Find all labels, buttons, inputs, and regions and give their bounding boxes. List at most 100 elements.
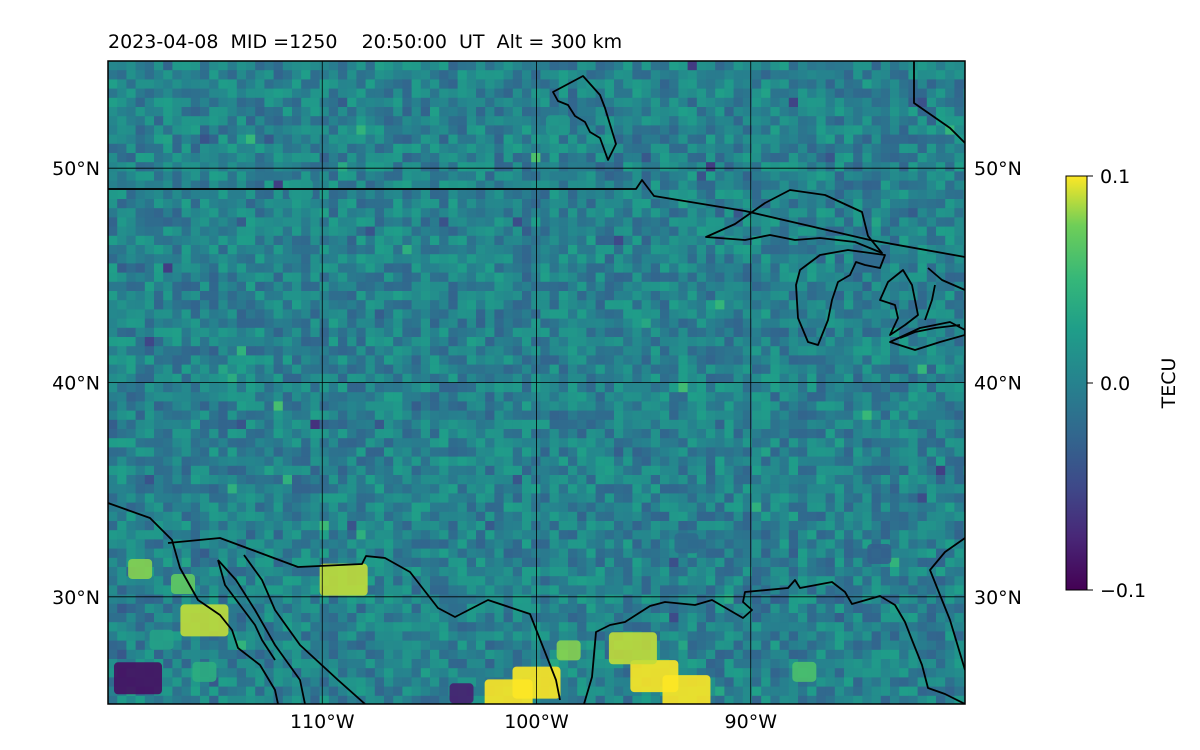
tec-pixel bbox=[108, 254, 118, 264]
tec-pixel bbox=[936, 254, 946, 264]
tec-pixel bbox=[816, 180, 826, 191]
tec-pixel bbox=[200, 107, 210, 117]
tec-pixel bbox=[117, 272, 127, 283]
tec-pixel bbox=[466, 291, 477, 301]
tec-pixel bbox=[190, 502, 201, 513]
tec-pixel bbox=[696, 254, 707, 264]
tec-pixel bbox=[669, 272, 679, 283]
tec-pixel bbox=[568, 217, 578, 227]
tec-pixel bbox=[264, 281, 274, 292]
tec-pixel bbox=[181, 245, 192, 255]
tec-pixel bbox=[595, 88, 606, 99]
tec-pixel bbox=[209, 245, 219, 255]
tec-pixel bbox=[954, 327, 964, 338]
tec-pixel bbox=[834, 392, 845, 402]
tec-pixel bbox=[623, 70, 633, 80]
tec-pixel bbox=[788, 162, 799, 172]
tec-pixel bbox=[853, 291, 863, 301]
tec-pixel bbox=[154, 116, 164, 126]
tec-pixel bbox=[190, 189, 201, 200]
tec-pixel bbox=[190, 97, 201, 108]
tec-pixel bbox=[788, 70, 799, 80]
tec-pixel bbox=[558, 199, 569, 209]
tec-pixel bbox=[623, 61, 633, 71]
tec-pixel bbox=[862, 318, 872, 329]
tec-pixel bbox=[954, 539, 964, 549]
tec-pixel bbox=[954, 373, 964, 384]
tec-pixel bbox=[503, 373, 514, 384]
tec-pixel bbox=[512, 493, 523, 503]
tec-pixel bbox=[282, 383, 293, 393]
tec-pixel bbox=[393, 327, 403, 338]
tec-pixel bbox=[384, 171, 394, 181]
tec-pixel bbox=[466, 107, 477, 117]
tec-pixel bbox=[899, 429, 909, 439]
tec-pixel bbox=[614, 484, 624, 494]
tec-pixel bbox=[494, 429, 504, 439]
tec-pixel bbox=[365, 383, 376, 393]
tec-pixel bbox=[568, 153, 578, 163]
tec-pixel bbox=[117, 300, 127, 310]
tec-pixel bbox=[255, 61, 265, 71]
tec-pixel bbox=[632, 272, 642, 283]
tec-pixel bbox=[209, 189, 219, 200]
tec-pixel bbox=[669, 438, 679, 448]
tec-pixel bbox=[494, 539, 504, 549]
tec-pixel bbox=[117, 419, 127, 430]
tec-pixel bbox=[402, 300, 412, 310]
tec-pixel bbox=[558, 235, 569, 246]
tec-pixel bbox=[466, 521, 477, 531]
tec-pixel bbox=[227, 143, 238, 154]
tec-pixel bbox=[430, 116, 440, 126]
tec-pixel bbox=[200, 97, 210, 108]
tec-pixel bbox=[568, 456, 578, 467]
tec-pixel bbox=[338, 245, 348, 255]
tec-pixel bbox=[798, 309, 808, 319]
tec-pixel bbox=[770, 502, 780, 513]
tec-pixel bbox=[402, 235, 412, 246]
tec-pixel bbox=[540, 419, 550, 430]
tec-pixel bbox=[779, 125, 790, 135]
tec-pixel bbox=[540, 327, 550, 338]
tec-pixel bbox=[273, 484, 284, 494]
tec-pixel bbox=[374, 327, 385, 338]
tec-pixel bbox=[384, 364, 394, 375]
tec-pixel bbox=[899, 300, 909, 310]
tec-pixel bbox=[936, 245, 946, 255]
tec-pixel bbox=[917, 373, 928, 384]
tec-pixel bbox=[586, 263, 596, 273]
tec-pixel bbox=[512, 263, 523, 273]
tec-pixel bbox=[862, 373, 872, 384]
tec-pixel bbox=[531, 364, 541, 375]
tec-pixel bbox=[706, 263, 716, 273]
tec-pixel bbox=[531, 327, 541, 338]
tec-pixel bbox=[172, 300, 182, 310]
tec-pixel bbox=[108, 134, 118, 145]
tec-pixel bbox=[917, 401, 928, 411]
tec-pixel bbox=[154, 272, 164, 283]
tec-pixel bbox=[503, 70, 514, 80]
tec-pixel bbox=[439, 502, 449, 513]
tec-pixel bbox=[227, 171, 238, 181]
tec-pixel bbox=[439, 511, 449, 522]
tec-pixel bbox=[614, 511, 624, 522]
tec-pixel bbox=[752, 153, 762, 163]
tec-pixel bbox=[374, 125, 385, 135]
tec-pixel bbox=[126, 373, 136, 384]
tec-pixel bbox=[568, 171, 578, 181]
tec-pixel bbox=[669, 447, 679, 457]
tec-pixel bbox=[632, 530, 642, 540]
tec-pixel bbox=[954, 245, 964, 255]
tec-pixel bbox=[236, 511, 247, 522]
tec-pixel bbox=[246, 530, 256, 540]
tec-pixel bbox=[678, 61, 688, 71]
tec-pixel bbox=[678, 88, 688, 99]
tec-pixel bbox=[512, 447, 523, 457]
tec-pixel bbox=[568, 97, 578, 108]
tec-pixel bbox=[163, 548, 173, 559]
tec-pixel bbox=[190, 208, 201, 218]
tec-pixel bbox=[816, 438, 826, 448]
tec-pixel bbox=[899, 153, 909, 163]
tec-pixel bbox=[494, 208, 504, 218]
tec-pixel bbox=[798, 327, 808, 338]
